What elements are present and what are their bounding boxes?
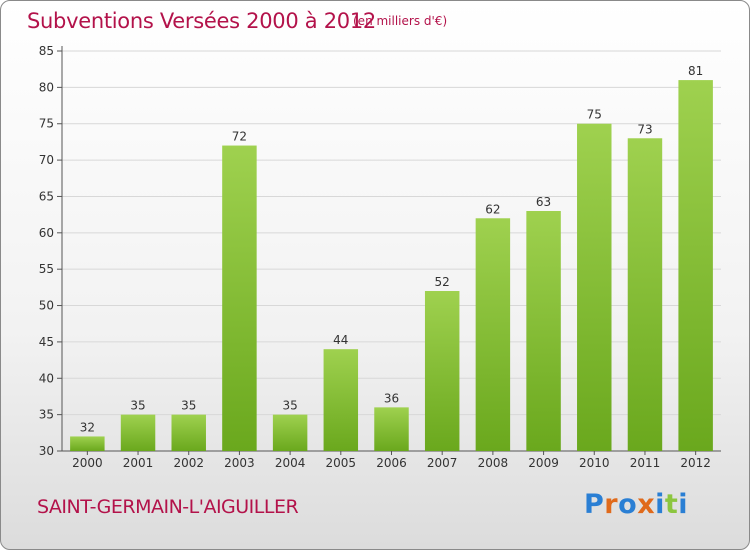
commune-name: SAINT-GERMAIN-L'AIGUILLER (37, 496, 299, 518)
y-tick-label: 40 (39, 371, 54, 385)
y-tick-label: 85 (39, 44, 54, 58)
x-tick-label: 2005 (326, 456, 357, 470)
bar (475, 218, 511, 451)
y-tick-label: 30 (39, 444, 54, 458)
proxiti-logo[interactable]: Proxiti (584, 489, 688, 520)
data-label: 35 (130, 399, 145, 413)
y-tick-label: 75 (39, 117, 54, 131)
x-tick-label: 2000 (72, 456, 103, 470)
x-tick-label: 2003 (224, 456, 255, 470)
logo-letter: i (678, 489, 689, 520)
x-tick-label: 2002 (173, 456, 204, 470)
chart-title: Subventions Versées 2000 à 2012 (27, 9, 376, 33)
y-tick-label: 45 (39, 335, 54, 349)
bar (171, 414, 206, 451)
x-tick-label: 2011 (630, 456, 661, 470)
bars (70, 80, 713, 452)
data-label: 73 (637, 122, 652, 136)
bar (70, 436, 105, 451)
y-tick-label: 55 (39, 262, 54, 276)
logo-letter: t (664, 489, 679, 520)
data-label: 63 (536, 195, 551, 209)
x-tick-label: 2006 (376, 456, 407, 470)
x-tick-label: 2004 (275, 456, 306, 470)
y-tick-label: 60 (39, 226, 54, 240)
bar (526, 211, 561, 451)
data-label: 35 (181, 399, 196, 413)
data-label: 81 (688, 64, 703, 78)
x-tick-label: 2001 (123, 456, 154, 470)
logo-letter: i (655, 489, 665, 520)
logo-letter: o (618, 489, 638, 520)
data-label: 35 (282, 399, 297, 413)
data-label: 36 (384, 391, 399, 405)
y-tick-label: 65 (39, 189, 54, 203)
bar (222, 145, 257, 451)
x-tick-label: 2007 (427, 456, 458, 470)
x-tick-label: 2008 (478, 456, 509, 470)
logo-letter: r (604, 489, 619, 520)
bar (374, 407, 409, 451)
bar (678, 80, 713, 451)
data-label: 44 (333, 333, 348, 347)
data-label: 75 (587, 108, 602, 122)
y-tick-label: 70 (39, 153, 54, 167)
data-label: 52 (435, 275, 450, 289)
chart-subtitle: (en milliers d'€) (353, 14, 448, 28)
y-tick-label: 35 (39, 408, 54, 422)
bar (577, 123, 612, 452)
bar (424, 291, 460, 451)
data-label: 62 (485, 202, 500, 216)
x-tick-label: 2010 (579, 456, 610, 470)
logo-letter: P (584, 489, 605, 520)
x-tick-label: 2012 (680, 456, 711, 470)
bar (627, 138, 663, 452)
bar (323, 349, 359, 451)
data-labels: 32 35 35 72 35 44 36 52 62 63 75 73 81 (80, 64, 704, 434)
bar (120, 414, 156, 451)
y-tick-label: 80 (39, 80, 54, 94)
data-label: 32 (80, 420, 95, 434)
bar (272, 414, 308, 451)
x-tick-label: 2009 (528, 456, 559, 470)
data-label: 72 (232, 130, 247, 144)
logo-letter: x (637, 489, 656, 520)
y-tick-label: 50 (39, 299, 54, 313)
